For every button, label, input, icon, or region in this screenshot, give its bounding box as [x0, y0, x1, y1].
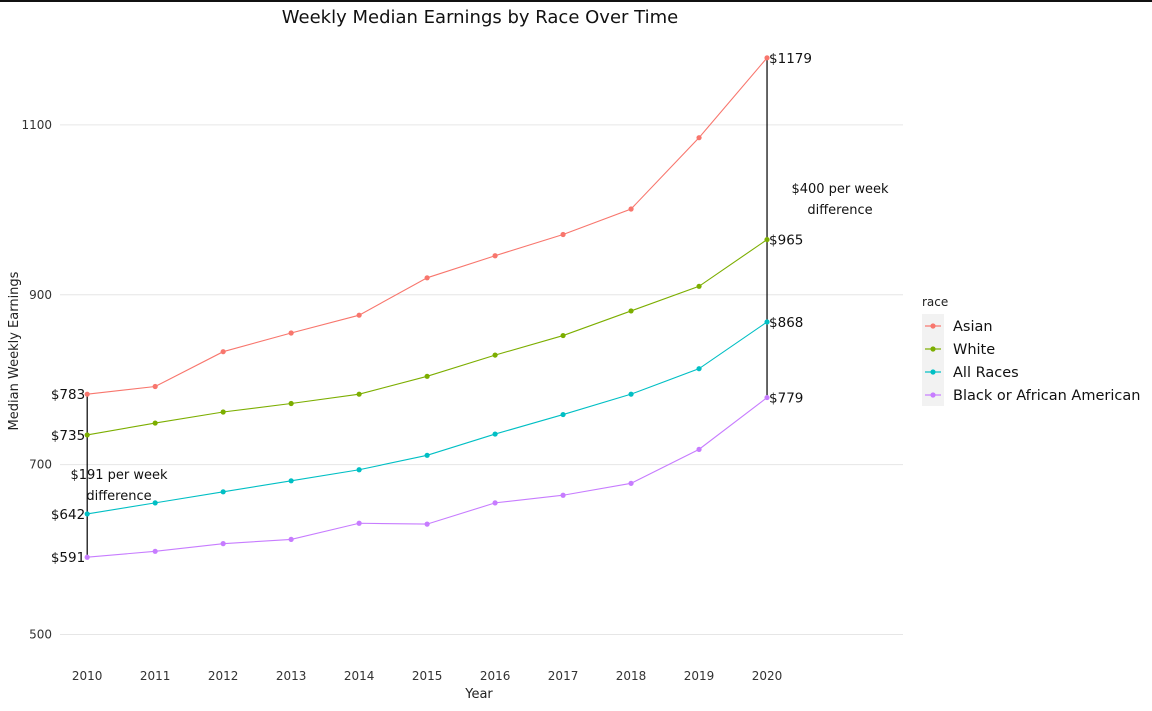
point-asian-2016: [492, 253, 498, 259]
point-black-or-african-american-2016: [492, 500, 498, 506]
x-tick-label-2017: 2017: [548, 669, 579, 683]
chart-title: Weekly Median Earnings by Race Over Time: [282, 7, 678, 28]
point-all-races-2019: [696, 366, 702, 372]
point-white-2011: [152, 420, 158, 426]
x-tick-label-2010: 2010: [72, 669, 103, 683]
point-black-or-african-american-2018: [628, 480, 634, 486]
x-tick-label-2019: 2019: [684, 669, 715, 683]
y-tick-label-700: 700: [29, 458, 52, 472]
x-tick-labels: 2010 2011 2012 2013 2014 2015 2016 2017 2018 2019…: [72, 669, 782, 683]
point-all-races-2012: [220, 489, 226, 495]
point-white-2013: [288, 400, 294, 407]
point-all-races-2018: [628, 391, 634, 397]
point-asian-2020: [764, 55, 770, 61]
point-white-2018: [628, 308, 634, 314]
legend-label-all-races: All Races: [953, 365, 1019, 381]
legend: race Asian White All Races Black or African…: [922, 295, 1140, 406]
y-axis-title: Median Weekly Earnings: [7, 271, 22, 430]
series-lines: [87, 57, 768, 558]
y-tick-labels: 500 700 900 1100: [21, 118, 52, 642]
x-tick-label-2015: 2015: [412, 669, 443, 683]
point-white-2019: [696, 283, 702, 289]
legend-dot-white: [930, 346, 936, 352]
point-asian-2019: [696, 135, 702, 141]
x-tick-label-2020: 2020: [752, 669, 783, 683]
start-label-all-races: $642: [51, 507, 85, 523]
point-asian-2011: [152, 383, 158, 390]
legend-label-white: White: [953, 342, 995, 358]
end-label-black-or-african-american: $779: [769, 391, 803, 407]
start-label-white: $735: [51, 428, 85, 444]
series-line-white: [87, 239, 768, 436]
y-tick-label-1100: 1100: [21, 118, 52, 132]
point-asian-2014: [356, 312, 362, 318]
legend-dot-black-or-african-american: [930, 392, 936, 398]
point-white-2010: [84, 432, 90, 438]
point-asian-2010: [84, 391, 90, 397]
x-tick-label-2016: 2016: [480, 669, 511, 683]
x-tick-label-2011: 2011: [140, 669, 171, 683]
x-tick-label-2012: 2012: [208, 669, 239, 683]
x-tick-label-2013: 2013: [276, 669, 307, 683]
point-asian-2015: [424, 275, 430, 281]
point-all-races-2010: [84, 511, 90, 517]
point-white-2015: [424, 373, 430, 379]
point-all-races-2011: [152, 500, 158, 506]
end-label-asian: $1179: [769, 51, 812, 67]
point-black-or-african-american-2014: [356, 520, 362, 526]
right-annotation-line2: difference: [807, 203, 872, 218]
legend-key-background: [922, 314, 944, 406]
start-label-asian: $783: [51, 387, 85, 403]
point-all-races-2016: [492, 431, 498, 437]
point-white-2017: [560, 332, 566, 339]
point-black-or-african-american-2011: [152, 548, 158, 554]
left-annotation-line1: $191 per week: [70, 468, 168, 483]
point-white-2012: [220, 409, 226, 415]
point-black-or-african-american-2010: [84, 554, 90, 560]
point-all-races-2014: [356, 467, 362, 473]
point-all-races-2017: [560, 411, 566, 418]
y-tick-label-900: 900: [29, 288, 52, 302]
point-asian-2013: [288, 330, 294, 336]
point-asian-2018: [628, 206, 634, 212]
data-points: [84, 55, 770, 560]
point-white-2016: [492, 352, 498, 358]
legend-dot-all-races: [930, 369, 936, 375]
point-asian-2017: [560, 231, 566, 238]
point-all-races-2015: [424, 452, 430, 458]
left-annotation-line2: difference: [86, 489, 151, 504]
x-tick-label-2014: 2014: [344, 669, 375, 683]
difference-lines: [86, 57, 768, 558]
point-black-or-african-american-2015: [424, 521, 430, 527]
value-labels: $783 $1179 $735 $965 $642 $868 $591 $779: [51, 51, 812, 566]
end-label-white: $965: [769, 233, 803, 249]
point-black-or-african-american-2017: [560, 492, 566, 498]
x-tick-label-2018: 2018: [616, 669, 647, 683]
legend-label-black-or-african-american: Black or African American: [953, 388, 1140, 404]
top-border: [0, 0, 1152, 2]
point-white-2014: [356, 391, 362, 397]
point-black-or-african-american-2012: [220, 541, 226, 547]
point-white-2020: [764, 236, 770, 243]
point-black-or-african-american-2020: [764, 394, 770, 401]
point-black-or-african-american-2013: [288, 536, 294, 542]
end-label-all-races: $868: [769, 315, 803, 331]
point-all-races-2013: [288, 478, 294, 484]
legend-title: race: [922, 295, 948, 309]
legend-dot-asian: [930, 323, 936, 329]
series-line-black-or-african-american: [87, 397, 768, 558]
point-black-or-african-american-2019: [696, 446, 702, 452]
x-axis-title: Year: [464, 687, 493, 702]
point-asian-2012: [220, 349, 226, 355]
point-all-races-2020: [764, 319, 770, 325]
legend-label-asian: Asian: [953, 319, 993, 335]
right-annotation-line1: $400 per week: [791, 182, 889, 197]
start-label-black-or-african-american: $591: [51, 550, 85, 566]
gridlines: [60, 124, 903, 636]
y-tick-label-500: 500: [29, 628, 52, 642]
series-line-asian: [87, 57, 768, 395]
